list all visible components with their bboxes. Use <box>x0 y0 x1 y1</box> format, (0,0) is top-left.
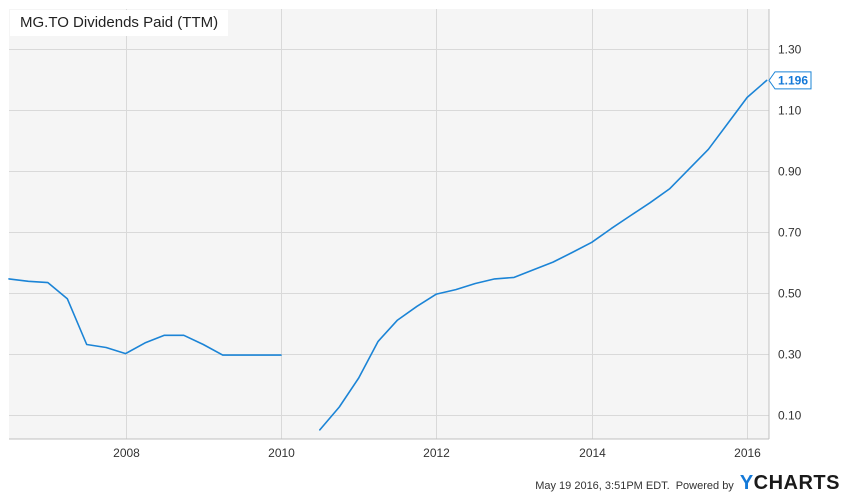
y-gridlines <box>9 49 769 416</box>
x-tick-label-2016: 2016 <box>734 446 761 460</box>
x-tick-label-2012: 2012 <box>423 446 450 460</box>
ycharts-logo-y: Y <box>739 472 754 494</box>
y-tick-label-0.90: 0.90 <box>778 165 802 179</box>
series-line-segment-2 <box>319 79 768 431</box>
y-tick-label-0.30: 0.30 <box>778 348 802 362</box>
ycharts-logo[interactable]: YCHARTS <box>740 472 840 495</box>
last-value-marker: 1.196 <box>768 71 812 90</box>
last-value-box <box>768 71 812 90</box>
y-tick-label-0.10: 0.10 <box>778 409 802 423</box>
y-tick-label-0.50: 0.50 <box>778 287 802 301</box>
plot-area <box>9 9 769 439</box>
x-tick-label-2008: 2008 <box>113 446 140 460</box>
ycharts-logo-rest: CHARTS <box>753 472 840 494</box>
footer-powered-by: Powered by <box>675 480 734 492</box>
x-tick-label-2010: 2010 <box>268 446 295 460</box>
y-tick-label-1.30: 1.30 <box>778 43 802 57</box>
y-tick-label-0.70: 0.70 <box>778 226 802 240</box>
x-gridlines <box>126 9 748 439</box>
y-tick-labels: 0.10 0.30 0.50 0.70 0.90 1.10 1.30 <box>778 43 802 423</box>
x-tick-labels: 2008 2010 2012 2014 2016 <box>113 446 761 460</box>
last-value-label: 1.196 <box>778 73 808 87</box>
series-group <box>8 79 768 431</box>
chart-title: MG.TO Dividends Paid (TTM) <box>10 10 229 36</box>
footer: May 19 2016, 3:51PM EDT. Powered by YCHA… <box>535 472 840 495</box>
footer-timestamp: May 19 2016, 3:51PM EDT. <box>535 480 670 492</box>
x-tick-label-2014: 2014 <box>579 446 606 460</box>
series-line-segment-1 <box>8 278 282 356</box>
y-tick-label-1.10: 1.10 <box>778 104 802 118</box>
